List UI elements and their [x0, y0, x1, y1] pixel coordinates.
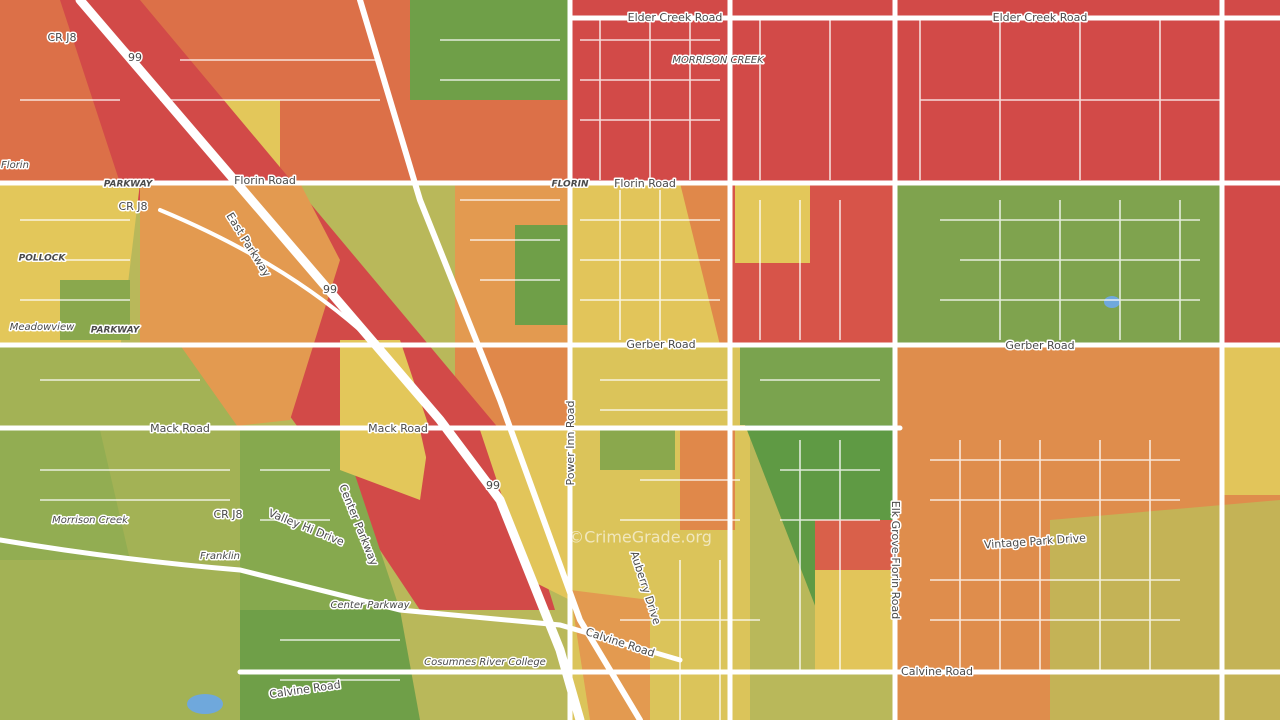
zone: [570, 0, 1280, 183]
place-label: PARKWAY: [91, 326, 141, 336]
place-label: POLLOCK: [19, 254, 67, 264]
zone: [1222, 345, 1280, 495]
shield-label: CR J8: [47, 31, 76, 44]
road-label: Gerber Road: [1005, 339, 1074, 352]
place-label: Florin: [1, 160, 29, 171]
zone: [895, 183, 1222, 345]
place-label: Franklin: [200, 551, 240, 562]
shield-label: 99: [128, 51, 142, 64]
road-label: Calvine Road: [901, 665, 973, 678]
road-label: Gerber Road: [626, 338, 695, 351]
road-label: Elk Grove-Florin Road: [889, 501, 902, 619]
zone: [815, 570, 895, 670]
place-label: Cosumnes River College: [424, 657, 546, 668]
zone: [0, 430, 130, 560]
zone: [410, 0, 570, 100]
road-label: Elder Creek Road: [628, 11, 723, 24]
streets: [20, 20, 1220, 720]
zone: [735, 183, 810, 263]
place-label: PARKWAY: [104, 180, 154, 190]
zone: [1222, 183, 1280, 345]
place-label: Meadowview: [10, 322, 75, 333]
shield-label: 99: [323, 283, 337, 296]
road-label: Mack Road: [368, 422, 428, 435]
zone: [680, 183, 730, 345]
zone: [600, 430, 675, 470]
road-label: Mack Road: [150, 422, 210, 435]
road-label: Florin Road: [234, 174, 296, 187]
place-label: FLORIN: [551, 180, 588, 190]
zone: [740, 345, 895, 425]
shield-label: CR J8: [213, 508, 242, 521]
place-label: MORRISON CREEK: [672, 55, 765, 66]
lake: [187, 694, 223, 714]
watermark: ©CrimeGrade.org: [568, 528, 712, 547]
road-label: Elder Creek Road: [993, 11, 1088, 24]
zone: [60, 280, 130, 340]
road-label: Power Inn Road: [564, 400, 577, 485]
shield-label: 99: [486, 479, 500, 492]
zone: [240, 610, 420, 720]
road-label: Center Parkway: [330, 600, 410, 611]
lake: [1104, 296, 1120, 308]
zone: [570, 590, 650, 720]
road-label: Florin Road: [614, 177, 676, 190]
zone: [515, 225, 570, 325]
place-label: Morrison Creek: [52, 515, 129, 526]
zone: [480, 430, 570, 600]
shield-label: CR J8: [118, 200, 147, 213]
